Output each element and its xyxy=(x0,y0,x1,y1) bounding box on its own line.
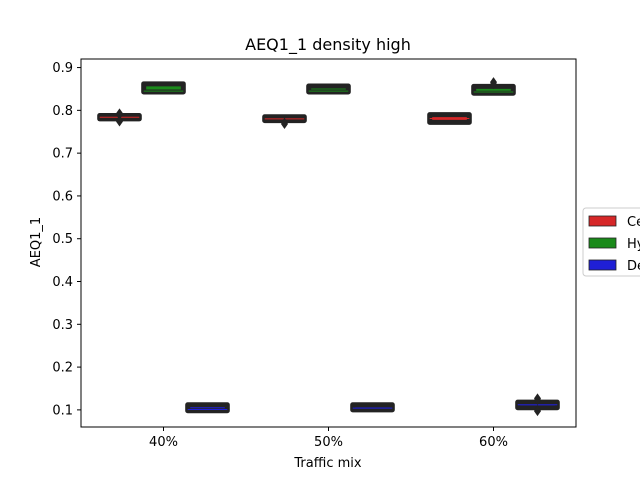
y-tick-label: 0.1 xyxy=(52,403,73,418)
legend: Ce Hy De xyxy=(582,207,640,277)
box-De-60% xyxy=(515,393,560,417)
legend-swatch xyxy=(588,259,617,271)
box-De-40% xyxy=(185,402,230,414)
box-body xyxy=(185,402,230,414)
legend-entry-label: De xyxy=(627,259,640,274)
axes-frame xyxy=(80,58,577,428)
box-Hy-40% xyxy=(141,81,186,95)
box-De-50% xyxy=(350,402,395,413)
plot-area: 0.1 0.2 0.3 0.4 0.5 0.6 0.7 0.8 0.9 40% 50% 60% xyxy=(52,58,577,450)
x-tick-label: 50% xyxy=(314,435,343,450)
x-axis-label: Traffic mix xyxy=(293,456,361,471)
box-Ce-50% xyxy=(262,114,307,130)
x-tick-label: 40% xyxy=(149,435,178,450)
box-Ce-40% xyxy=(97,108,142,127)
box-Ce-60% xyxy=(427,112,472,125)
y-tick-label: 0.2 xyxy=(52,361,73,376)
outlier-marker xyxy=(281,119,288,130)
box-body xyxy=(141,81,186,95)
box-Hy-60% xyxy=(471,77,516,96)
y-tick-label: 0.5 xyxy=(52,232,73,247)
y-tick-label: 0.4 xyxy=(52,275,73,290)
y-axis-label: AEQ1_1 xyxy=(29,217,44,267)
legend-swatch xyxy=(588,237,617,249)
legend-entry-label: Ce xyxy=(627,215,640,230)
box-body xyxy=(350,402,395,413)
y-tick-label: 0.3 xyxy=(52,318,73,333)
y-tick-label: 0.9 xyxy=(52,61,73,76)
box-body xyxy=(306,83,351,95)
outlier-marker xyxy=(534,406,541,417)
outlier-marker xyxy=(116,116,123,127)
y-tick-label: 0.6 xyxy=(52,189,73,204)
outlier-marker xyxy=(116,109,123,120)
y-tick-label: 0.8 xyxy=(52,104,73,119)
box-Hy-50% xyxy=(306,83,351,95)
chart-title: AEQ1_1 density high xyxy=(245,35,411,55)
legend-entry-label: Hy xyxy=(627,237,640,252)
x-tick-label: 60% xyxy=(479,435,508,450)
outlier-marker xyxy=(490,79,497,90)
outlier-marker xyxy=(534,395,541,406)
legend-swatch xyxy=(588,215,617,227)
y-tick-label: 0.7 xyxy=(52,147,73,162)
